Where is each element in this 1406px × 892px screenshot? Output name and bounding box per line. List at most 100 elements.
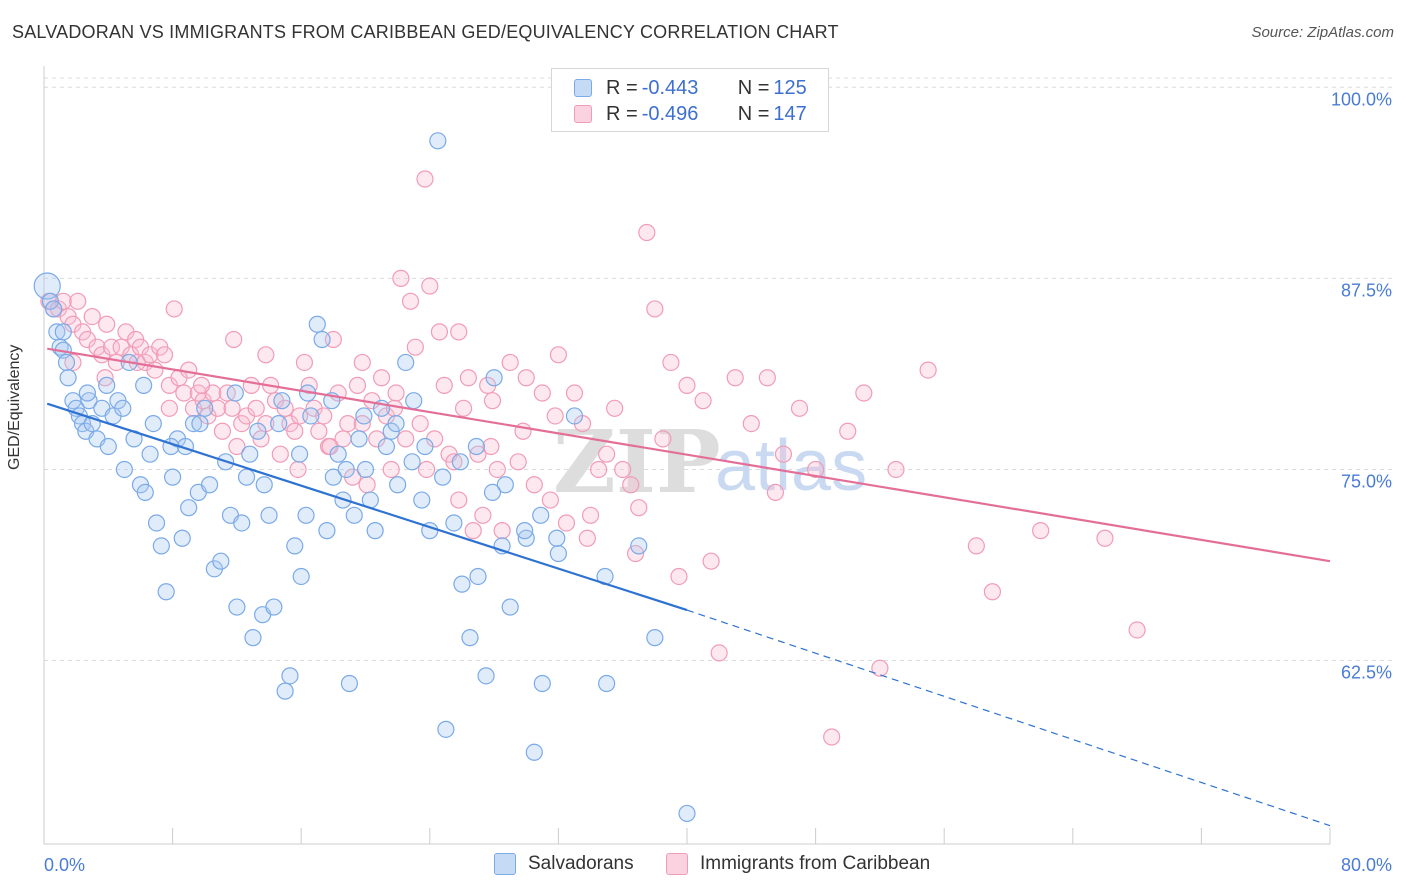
caribbean-point	[557, 514, 576, 532]
caribbean-point	[289, 460, 307, 479]
salvadoran-point	[437, 720, 455, 738]
caribbean-point	[102, 338, 121, 356]
salvadoran-point	[45, 300, 63, 318]
caribbean-point	[509, 453, 527, 471]
salvadoran-point	[356, 460, 375, 479]
bottom-swatch-caribbean	[666, 853, 688, 875]
salvadoran-point	[228, 598, 246, 616]
salvadoran-point	[290, 445, 309, 463]
salvadoran-point	[297, 506, 315, 524]
salvadoran-point	[469, 567, 487, 586]
caribbean-point	[871, 659, 889, 677]
caribbean-trend-line	[47, 347, 1331, 563]
caribbean-point	[450, 491, 468, 509]
caribbean-point	[310, 422, 328, 440]
caribbean-point	[488, 460, 506, 479]
salvadoran-point	[496, 476, 514, 494]
salvadoran-point	[445, 514, 463, 532]
salvadoran-point	[483, 483, 502, 501]
caribbean-point	[565, 384, 584, 402]
salvadoran-point	[429, 132, 447, 150]
caribbean-point	[353, 353, 371, 372]
bottom-legend-label: Salvadorans	[528, 853, 634, 874]
caribbean-point	[517, 369, 535, 387]
trend-lines	[46, 347, 1331, 827]
salvadoran-point	[366, 522, 384, 540]
caribbean-point	[638, 223, 656, 242]
legend-n-value: 125	[773, 76, 807, 99]
bottom-legend-caribbean: Immigrants from Caribbean	[666, 852, 930, 876]
salvadoran-point	[200, 476, 219, 494]
salvadoran-point	[270, 415, 288, 433]
salvadoran-point	[598, 674, 616, 693]
salvadoran-point	[255, 476, 273, 494]
caribbean-point	[790, 399, 809, 417]
caribbean-point	[450, 323, 468, 341]
caribbean-point	[670, 567, 688, 586]
caribbean-point	[421, 277, 439, 295]
caribbean-point	[630, 499, 648, 517]
caribbean-point	[209, 399, 227, 417]
caribbean-point	[482, 437, 500, 456]
salvadoran-point	[405, 392, 423, 410]
salvadoran-point	[350, 430, 368, 448]
watermark-zip: ZIP	[553, 412, 721, 513]
salvadoran-point	[485, 369, 503, 387]
salvadoran-point	[33, 272, 61, 300]
caribbean-point	[806, 460, 825, 479]
salvadoran-point	[416, 437, 434, 456]
legend-r-value: -0.443	[641, 76, 699, 99]
salvadoran-point	[313, 330, 331, 349]
salvadoran-trend-line	[46, 402, 688, 612]
tick-labels: 62.5% 75.0% 87.5% 100.0% 0.0% 80.0%	[44, 89, 1392, 875]
salvadoran-point	[678, 804, 696, 823]
salvadoran-point	[136, 483, 154, 501]
caribbean-point	[392, 269, 410, 287]
caribbean-point	[483, 392, 502, 410]
salvadoran-point	[461, 629, 479, 647]
salvadoran-point	[59, 369, 77, 387]
caribbean-point	[223, 399, 241, 417]
caribbean-point	[606, 399, 624, 417]
bottom-legend-label: Immigrants from Caribbean	[700, 853, 931, 874]
caribbean-point	[160, 399, 178, 417]
salvadoran-point	[237, 468, 256, 486]
salvadoran-point	[115, 460, 133, 479]
salvadoran-point	[157, 583, 175, 601]
caribbean-point	[271, 445, 289, 463]
bottom-legend-salvadorans: Salvadorans	[494, 852, 634, 876]
caribbean-point	[967, 537, 985, 555]
gridlines	[44, 77, 1392, 662]
salvadoran-point	[387, 415, 405, 433]
caribbean-point	[213, 422, 232, 440]
salvadoran-point	[377, 437, 395, 456]
caribbean-point	[358, 476, 376, 494]
caribbean-point	[372, 369, 391, 387]
salvadoran-point	[196, 399, 214, 417]
salvadoran-point	[403, 453, 421, 471]
y-tick-label: 100.0%	[1331, 89, 1392, 109]
salvadoran-trend-extension	[686, 609, 1331, 827]
caribbean-point	[614, 460, 632, 479]
salvadoran-point	[345, 506, 363, 524]
caribbean-point	[766, 483, 785, 501]
salvadoran-point	[302, 407, 320, 425]
salvadoran-point	[340, 674, 359, 693]
salvadoran-point	[397, 353, 415, 372]
caribbean-point	[839, 422, 857, 440]
y-tick-label: 87.5%	[1341, 280, 1392, 300]
salvadoran-point	[164, 468, 182, 486]
caribbean-point	[1096, 529, 1114, 547]
salvadoran-point	[308, 315, 326, 333]
legend-n-label: N =	[737, 102, 770, 125]
caribbean-point	[589, 460, 608, 479]
salvadoran-point	[144, 415, 162, 433]
chart-title: SALVADORAN VS IMMIGRANTS FROM CARIBBEAN …	[12, 22, 839, 42]
caribbean-point	[622, 476, 640, 494]
caribbean-point	[646, 300, 664, 318]
caribbean-point	[710, 644, 728, 662]
salvadoran-point	[477, 667, 495, 685]
caribbean-point	[654, 430, 672, 448]
caribbean-point	[228, 437, 246, 456]
